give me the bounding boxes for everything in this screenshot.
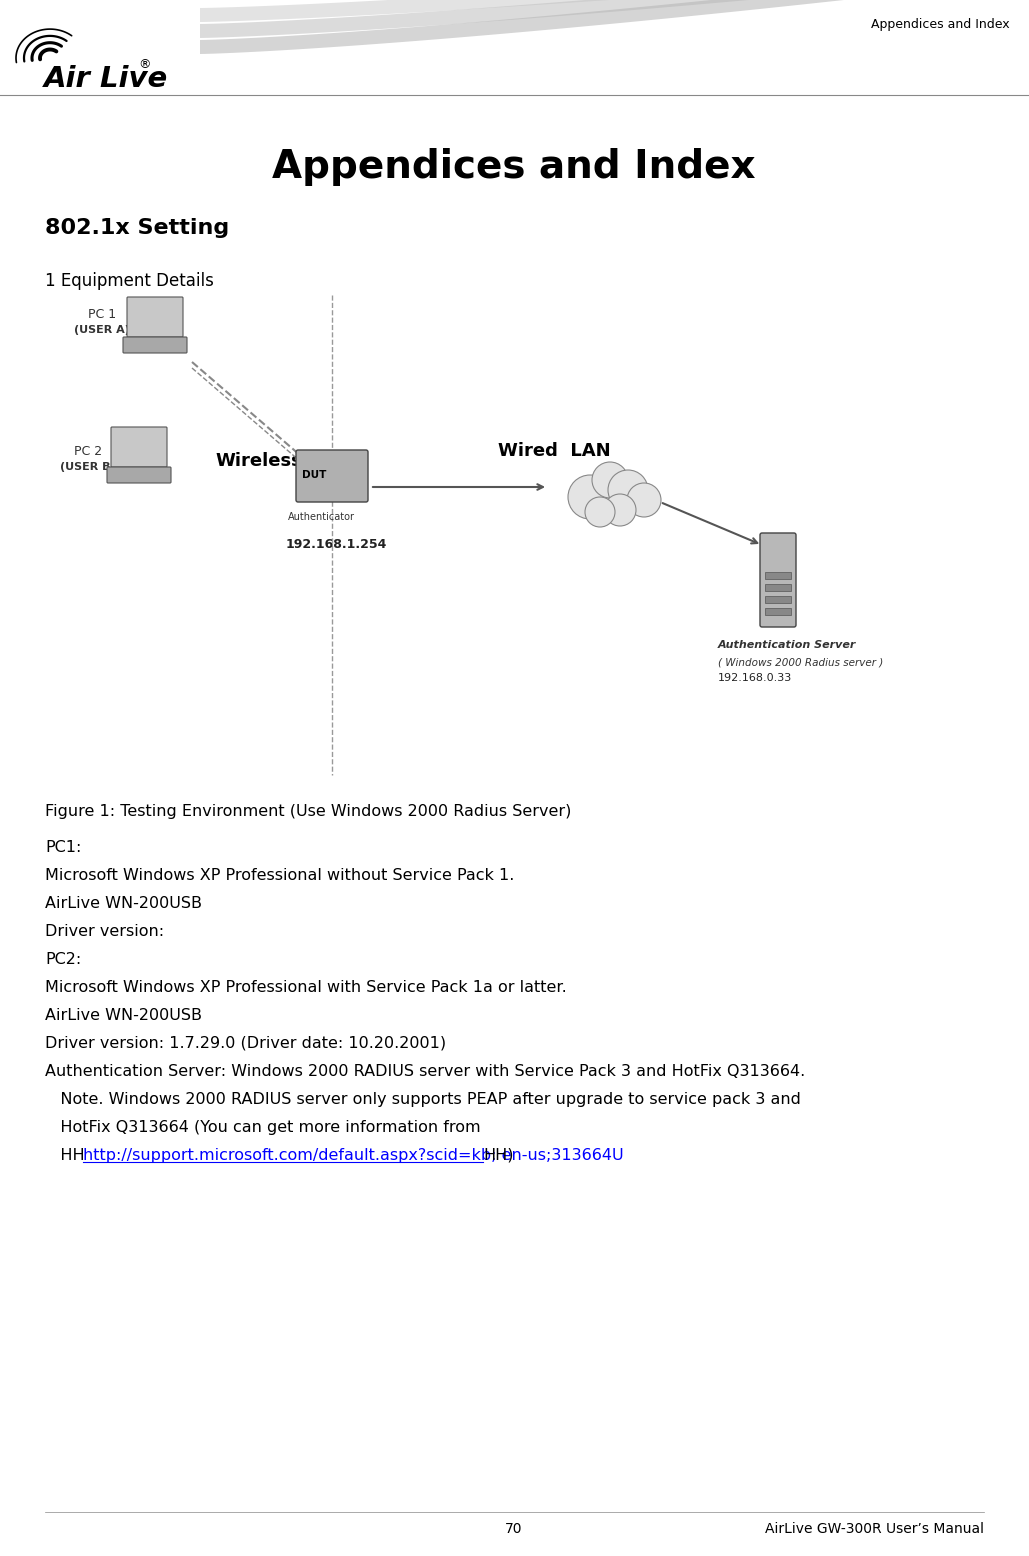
Circle shape: [608, 470, 648, 510]
Text: 802.1x Setting: 802.1x Setting: [45, 218, 229, 238]
FancyBboxPatch shape: [296, 450, 368, 503]
Circle shape: [627, 482, 661, 517]
Text: AirLive WN-200USB: AirLive WN-200USB: [45, 1008, 202, 1022]
Text: Wireless: Wireless: [215, 451, 301, 470]
FancyBboxPatch shape: [111, 426, 167, 467]
Circle shape: [592, 462, 628, 498]
Text: Microsoft Windows XP Professional with Service Pack 1a or latter.: Microsoft Windows XP Professional with S…: [45, 980, 567, 994]
Polygon shape: [200, 0, 1029, 22]
Text: HH: HH: [45, 1148, 84, 1162]
Text: Figure 1: Testing Environment (Use Windows 2000 Radius Server): Figure 1: Testing Environment (Use Windo…: [45, 804, 571, 818]
Circle shape: [586, 496, 615, 527]
Text: Air Live: Air Live: [44, 65, 169, 93]
Text: Authentication Server: Authentication Server: [718, 640, 856, 650]
FancyBboxPatch shape: [760, 534, 796, 627]
Text: HotFix Q313664 (You can get more information from: HotFix Q313664 (You can get more informa…: [45, 1120, 481, 1134]
Bar: [765, 573, 791, 579]
Text: 70: 70: [505, 1522, 523, 1536]
Text: Authentication Server: Windows 2000 RADIUS server with Service Pack 3 and HotFix: Authentication Server: Windows 2000 RADI…: [45, 1064, 806, 1078]
Text: Note. Windows 2000 RADIUS server only supports PEAP after upgrade to service pac: Note. Windows 2000 RADIUS server only su…: [45, 1092, 801, 1106]
Text: AirLive GW-300R User’s Manual: AirLive GW-300R User’s Manual: [765, 1522, 984, 1536]
Polygon shape: [200, 0, 1029, 37]
Text: ( Windows 2000 Radius server ): ( Windows 2000 Radius server ): [718, 657, 883, 668]
Bar: [765, 584, 791, 591]
Text: http://support.microsoft.com/default.aspx?scid=kb; en-us;313664U: http://support.microsoft.com/default.asp…: [83, 1148, 624, 1162]
Text: PC 2: PC 2: [74, 445, 102, 457]
Bar: [765, 608, 791, 615]
Text: ®: ®: [138, 58, 150, 72]
Text: (USER B): (USER B): [60, 462, 115, 471]
Text: AirLive WN-200USB: AirLive WN-200USB: [45, 896, 202, 910]
Circle shape: [604, 493, 636, 526]
Text: Appendices and Index: Appendices and Index: [273, 148, 756, 187]
Text: Wired  LAN: Wired LAN: [498, 442, 610, 461]
FancyBboxPatch shape: [127, 297, 183, 338]
Text: 192.168.1.254: 192.168.1.254: [286, 538, 387, 551]
Text: DUT: DUT: [301, 470, 326, 479]
Text: Appendices and Index: Appendices and Index: [872, 19, 1010, 31]
Text: HH): HH): [483, 1148, 513, 1162]
Text: Microsoft Windows XP Professional without Service Pack 1.: Microsoft Windows XP Professional withou…: [45, 868, 514, 882]
Text: Driver version: 1.7.29.0 (Driver date: 10.20.2001): Driver version: 1.7.29.0 (Driver date: 1…: [45, 1036, 447, 1050]
FancyBboxPatch shape: [123, 338, 187, 353]
Text: PC1:: PC1:: [45, 840, 81, 854]
Text: PC 1: PC 1: [88, 308, 116, 321]
FancyBboxPatch shape: [107, 467, 171, 482]
Polygon shape: [200, 0, 1029, 54]
Bar: [765, 596, 791, 604]
Text: 192.168.0.33: 192.168.0.33: [718, 674, 792, 683]
Text: Driver version:: Driver version:: [45, 924, 164, 938]
Text: (USER A): (USER A): [74, 325, 130, 335]
Text: Authenticator: Authenticator: [288, 512, 355, 521]
Circle shape: [568, 475, 612, 520]
Text: PC2:: PC2:: [45, 952, 81, 966]
Text: 1 Equipment Details: 1 Equipment Details: [45, 272, 214, 289]
